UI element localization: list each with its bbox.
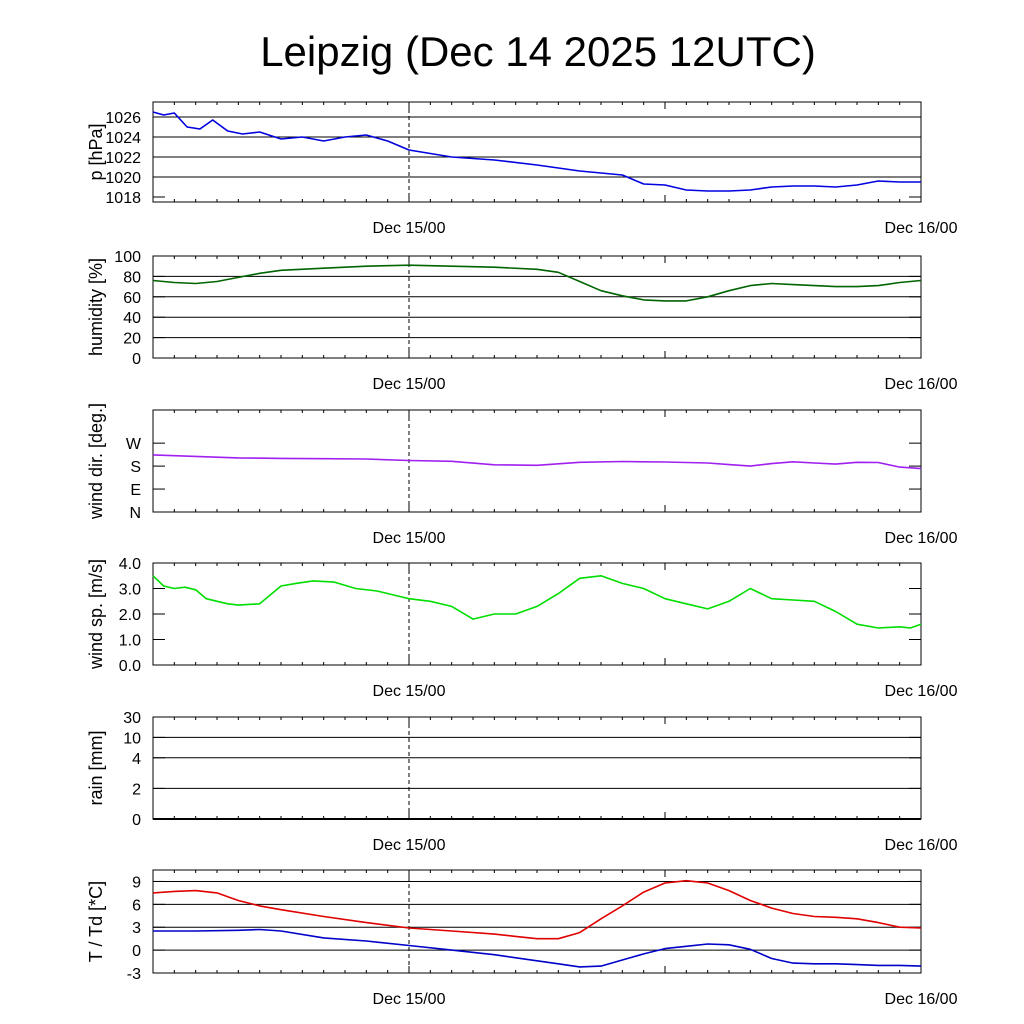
panel-6 bbox=[153, 928, 922, 968]
y-tick-label: 9 bbox=[132, 874, 141, 891]
y-tick-label: 3 bbox=[132, 920, 141, 937]
panel-4: 0 2 4 10 30 Dec 15/00 Dec 16/00 rain [mm] bbox=[86, 710, 958, 854]
x-tick-label: Dec 15/00 bbox=[373, 683, 446, 700]
y-axis-label: T / Td [*C] bbox=[86, 881, 106, 962]
y-tick-label: 10 bbox=[123, 730, 141, 747]
y-tick-label: 2.0 bbox=[119, 607, 141, 624]
panel-frame bbox=[152, 716, 922, 820]
y-tick-label: 30 bbox=[123, 710, 141, 727]
y-tick-label: 0 bbox=[132, 812, 141, 829]
panel-0: 1018 1020 1022 1024 1026 Dec 15/00 Dec 16/00 p … bbox=[86, 101, 958, 237]
series-line-humidity bbox=[152, 264, 922, 302]
y-tick-label: 0 bbox=[132, 351, 141, 368]
x-tick-label: Dec 15/00 bbox=[373, 220, 446, 237]
panel-frame bbox=[152, 409, 922, 513]
y-tick-label: -3 bbox=[127, 966, 141, 983]
x-tick-label: Dec 15/00 bbox=[373, 837, 446, 854]
chart-title: Leipzig (Dec 14 2025 12UTC) bbox=[260, 28, 816, 75]
y-tick-label: 2 bbox=[132, 781, 141, 798]
y-tick-label: 20 bbox=[123, 331, 141, 348]
y-tick-label: 1022 bbox=[105, 150, 141, 167]
panel-3: 0.0 1.0 2.0 3.0 4.0 Dec 15/00 Dec 16/00 wind sp… bbox=[86, 556, 958, 700]
y-tick-label: 0 bbox=[132, 943, 141, 960]
panel-1: 0 20 40 60 80 100 Dec 15/00 Dec 16/00 humidity [… bbox=[86, 249, 958, 393]
series-line-pressure bbox=[152, 111, 921, 192]
y-tick-label: 60 bbox=[123, 290, 141, 307]
x-tick-label: Dec 16/00 bbox=[885, 376, 958, 393]
x-tick-label: Dec 16/00 bbox=[885, 991, 958, 1008]
y-tick-label: E bbox=[130, 482, 141, 499]
x-tick-label: Dec 16/00 bbox=[885, 837, 958, 854]
y-tick-label: 4.0 bbox=[119, 556, 141, 573]
y-tick-label: 1026 bbox=[105, 110, 141, 127]
panel-frame bbox=[152, 562, 922, 666]
x-tick-label: Dec 16/00 bbox=[885, 220, 958, 237]
y-tick-label: W bbox=[126, 436, 142, 453]
y-tick-label: 100 bbox=[114, 249, 141, 266]
y-tick-label: N bbox=[129, 505, 141, 522]
x-tick-label: Dec 16/00 bbox=[885, 530, 958, 547]
y-tick-label: 3.0 bbox=[119, 582, 141, 599]
y-tick-label: 4 bbox=[132, 751, 141, 768]
series-line-t bbox=[152, 879, 922, 940]
x-tick-label: Dec 15/00 bbox=[373, 991, 446, 1008]
x-tick-label: Dec 16/00 bbox=[885, 683, 958, 700]
y-axis-label: wind sp. [m/s] bbox=[86, 559, 106, 670]
y-tick-label: 1018 bbox=[105, 190, 141, 207]
y-tick-label: S bbox=[130, 459, 141, 476]
y-tick-label: 1020 bbox=[105, 170, 141, 187]
y-tick-label: 6 bbox=[132, 897, 141, 914]
y-tick-label: 1024 bbox=[105, 130, 141, 147]
y-axis-label: p [hPa] bbox=[86, 123, 106, 180]
y-tick-label: 1.0 bbox=[119, 633, 141, 650]
series-line-td bbox=[153, 928, 922, 968]
y-tick-label: 0.0 bbox=[119, 658, 141, 675]
y-tick-label: 80 bbox=[123, 269, 141, 286]
panel-frame bbox=[152, 869, 922, 974]
y-tick-label: 40 bbox=[123, 310, 141, 327]
y-axis-label: humidity [%] bbox=[86, 258, 106, 356]
y-axis-label: wind dir. [deg.] bbox=[86, 403, 106, 520]
series-line-wind-speed bbox=[152, 574, 922, 629]
series-line-wind-direction bbox=[152, 454, 922, 470]
panel-5: -3 0 3 6 9 Dec 15/00 Dec 16/00 T / Td [*C] bbox=[86, 869, 958, 1008]
y-axis-label: rain [mm] bbox=[86, 730, 106, 805]
x-tick-label: Dec 15/00 bbox=[373, 530, 446, 547]
x-tick-label: Dec 15/00 bbox=[373, 376, 446, 393]
